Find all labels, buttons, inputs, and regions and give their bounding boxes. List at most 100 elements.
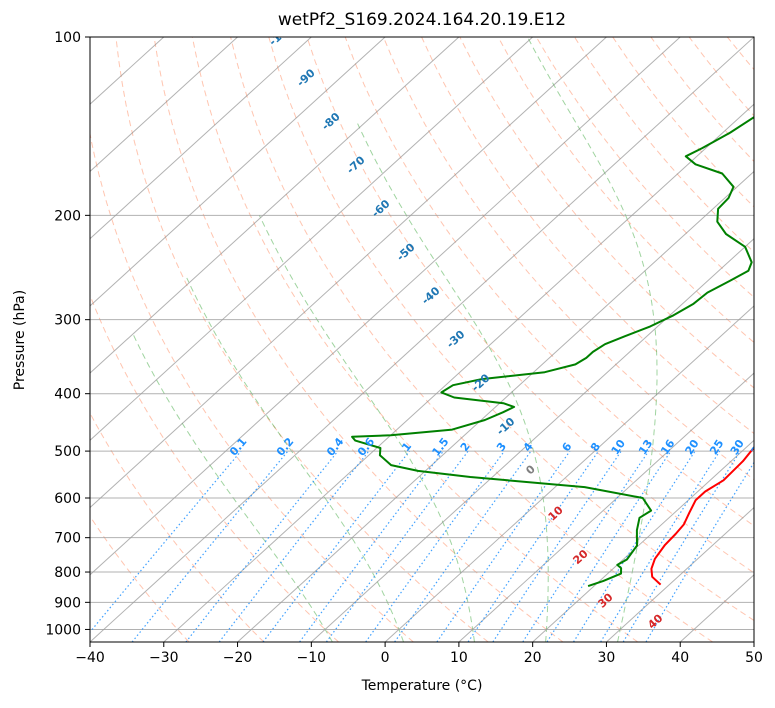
y-tick-label: 200 [54,208,81,224]
isotherm-label: -20 [469,371,493,394]
moist-adiabat [186,277,405,642]
dry-adiabat [90,131,414,642]
y-tick-label: 900 [54,595,81,611]
isotherm-label: 10 [546,503,566,523]
mixing-ratio-line [325,450,469,642]
mixing-ratio-label: 6 [560,440,575,454]
temperature-profile-line [650,445,754,586]
mixing-ratio-label: 25 [707,437,726,457]
mixing-ratio-label: 2 [458,440,473,454]
mixing-ratio-line [299,450,444,642]
dry-adiabat [153,37,564,642]
y-tick-label: 500 [54,444,81,460]
x-tick-label: 30 [598,650,616,666]
isotherm-line [90,37,754,642]
y-tick-label: 1000 [45,622,81,638]
x-tick-label: −10 [297,650,327,666]
isotherm-line [90,37,681,576]
y-tick-label: 700 [54,531,81,547]
isotherm-label: 30 [596,591,616,611]
mixing-ratio-label: 10 [609,437,629,457]
dry-adiabat [191,37,639,642]
x-axis-label: Temperature (°C) [361,678,483,694]
plot-frame [89,36,755,643]
mixing-ratio-line [467,450,599,642]
y-axis-label: Pressure (hPa) [12,289,28,391]
y-tick-label: 400 [54,387,81,403]
x-tick-label: 20 [524,650,542,666]
isotherm-line [532,439,754,642]
isotherm-label: -40 [419,284,443,307]
isotherm-line [606,506,754,642]
mixing-ratio-line [546,450,672,642]
isotherm-line [90,37,534,442]
mixing-ratio-label: 0.2 [274,435,296,458]
y-tick-label: 100 [54,30,81,46]
dry-adiabat [535,37,754,298]
x-tick-label: 0 [381,650,390,666]
dry-adiabat [90,412,265,642]
mixing-ratio-line [572,450,696,642]
dry-adiabat [230,37,713,642]
mixing-ratio-label: 8 [588,440,603,454]
isotherm-label: 0 [523,462,538,477]
isotherm-label: -10 [494,415,518,438]
y-tick-label: 800 [54,565,81,581]
isotherm-line [237,170,754,642]
mixing-ratio-line [492,450,622,642]
mixing-ratio-label: 36 [749,437,768,457]
mixing-ratio-line [600,450,721,642]
dry-adiabat [650,37,754,163]
isotherm-label: -90 [294,66,318,89]
isotherm-line [90,37,312,240]
dry-adiabat [382,37,754,481]
isotherm-label: -70 [344,153,368,176]
isotherm-line [458,372,754,642]
y-tick-label: 300 [54,313,81,329]
isotherm-line [753,641,754,642]
chart-title: wetPf2_S169.2024.164.20.19.E12 [277,10,567,30]
mixing-ratio-line [394,450,532,642]
isotherm-line [90,37,607,509]
dry-adiabat [766,37,775,642]
mixing-ratio-label: 16 [658,437,677,457]
dewpoint-profile-line [351,116,754,588]
isotherm-line [384,305,754,642]
mixing-ratio-line [185,450,339,642]
isotherm-line [90,37,238,173]
moist-adiabat [527,37,658,642]
moist-adiabat [131,331,333,642]
mixing-ratio-line [262,450,410,642]
isotherm-line [310,237,754,642]
dry-adiabat [90,515,190,642]
mixing-ratio-line [436,450,571,642]
dry-adiabat [574,37,754,253]
dry-adiabat [115,37,489,642]
mixing-ratio-line [218,450,370,642]
isotherm-label: -100 [266,20,295,48]
mixing-ratio-label: 0.6 [355,435,378,459]
dry-adiabat [344,37,754,527]
dry-adiabat [421,37,754,435]
dry-adiabat [688,37,754,117]
mixing-ratio-line [131,450,289,642]
isotherm-line [163,103,754,642]
isotherm-line [90,37,460,374]
mixing-ratio-label: 30 [728,437,747,457]
mixing-ratio-label: 13 [636,437,655,457]
mixing-ratio-label: 1.5 [429,435,451,458]
x-tick-label: −20 [223,650,253,666]
mixing-ratio-label: 20 [682,437,701,457]
isotherm-label: -50 [394,240,418,263]
isotherm-line [90,37,386,307]
mixing-ratio-line [622,450,741,642]
mixing-ratio-line [90,450,242,633]
moist-adiabat [357,123,549,642]
mixing-ratio-line [365,450,505,642]
x-tick-label: −30 [149,650,179,666]
dry-adiabat [459,37,754,389]
isotherm-label: -60 [369,197,393,220]
mixing-ratio-label: 3 [494,440,509,454]
